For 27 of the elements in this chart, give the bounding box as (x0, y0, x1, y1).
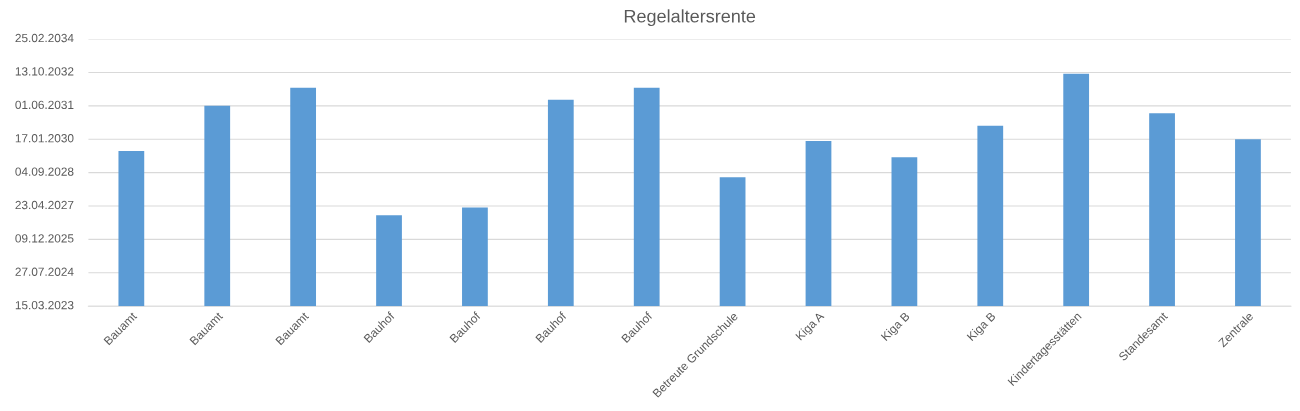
text: 09.12.2025 (15, 234, 74, 243)
text: 04.09.2028 (15, 167, 74, 176)
bar (719, 177, 746, 307)
text: 01.06.2031 (15, 100, 74, 109)
bar (633, 87, 660, 307)
x-tick-label: Kiga B (966, 311, 998, 343)
chart-title: Regelaltersrente (624, 9, 756, 27)
text: 25.02.2034 (15, 33, 74, 43)
x-tick-label: Kiga B (880, 311, 912, 343)
bar (891, 157, 918, 307)
x-tick-label: Kiga A (795, 311, 827, 343)
bar (204, 105, 231, 307)
text: 27.07.2024 (15, 267, 74, 276)
bar (1235, 139, 1261, 307)
text: 15.03.2023 (15, 301, 74, 310)
bar (462, 207, 488, 307)
bar (376, 215, 402, 307)
text: 23.04.2027 (15, 200, 74, 210)
bar (547, 99, 574, 307)
bar (290, 87, 317, 307)
bar (977, 125, 1004, 307)
bar (1149, 113, 1175, 307)
text: 17.01.2030 (15, 134, 74, 143)
bar (118, 151, 145, 307)
bar (1063, 73, 1090, 307)
text: 13.10.2032 (15, 67, 74, 76)
bar (805, 141, 832, 307)
